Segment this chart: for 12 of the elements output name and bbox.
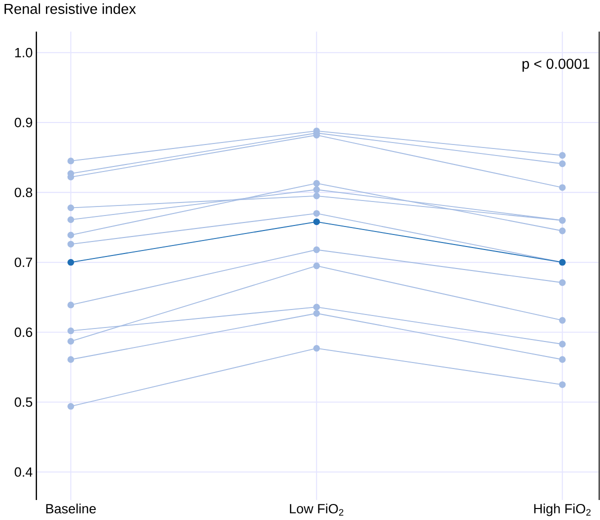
x-tick-label: Baseline xyxy=(46,504,96,514)
y-tick-label: 1.0 xyxy=(15,48,32,58)
y-tick-label: 0.5 xyxy=(14,398,32,408)
y-axis-title: Renal resistive index xyxy=(4,4,136,14)
x-tick-label: Low FiO$_{2}$ xyxy=(290,504,344,516)
y-tick-label: 0.6 xyxy=(14,328,32,338)
annotation: p < 0.0001 xyxy=(522,58,590,72)
x-tick-label: High FiO$_{2}$ xyxy=(534,504,591,516)
y-tick-label: 0.7 xyxy=(14,258,32,268)
y-tick-label: 0.8 xyxy=(14,188,32,198)
y-tick-label: 0.9 xyxy=(14,118,32,128)
y-tick-label: 0.4 xyxy=(14,468,32,478)
